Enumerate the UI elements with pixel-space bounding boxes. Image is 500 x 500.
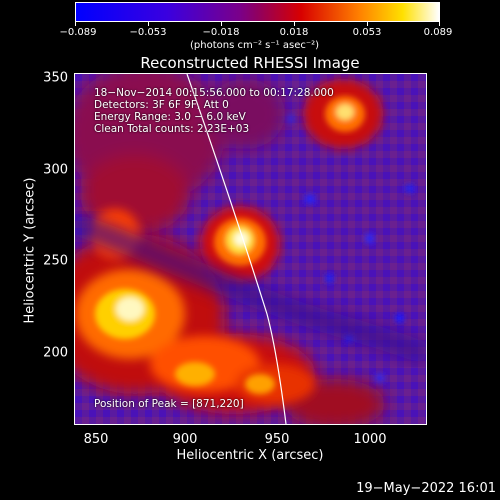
colorbar-label: −0.089 <box>59 27 97 38</box>
annotation-method-counts: Clean Total counts: 2.23E+03 <box>94 123 250 135</box>
x-tick-label: 950 <box>264 432 290 447</box>
x-tick-label: 900 <box>172 432 198 447</box>
colorbar-tick <box>221 21 222 26</box>
colorbar <box>75 2 440 22</box>
y-tick-label: 250 <box>43 253 68 269</box>
datestamp: 19−May−2022 16:01 <box>356 481 496 496</box>
y-tick-label: 350 <box>43 70 68 86</box>
colorbar-label: −0.018 <box>202 27 240 38</box>
y-tick-label: 200 <box>43 345 68 361</box>
colorbar-label: 0.018 <box>279 27 309 38</box>
annotation-peak-position: Position of Peak = [871,220] <box>94 398 244 410</box>
x-tick-label: 1000 <box>353 432 387 447</box>
colorbar-tick <box>148 21 149 26</box>
colorbar-tick <box>75 21 76 26</box>
annotation-detectors: Detectors: 3F 6F 9F, Att 0 <box>94 99 229 111</box>
colorbar-tick <box>439 21 440 26</box>
colorbar-label: 0.089 <box>423 27 453 38</box>
colorbar-label: 0.053 <box>352 27 382 38</box>
rhessi-image-plot: 18−Nov−2014 00:15:56.000 to 00:17:28.000… <box>74 73 427 425</box>
y-axis-label: Heliocentric Y (arcsec) <box>22 177 38 324</box>
y-tick-label: 300 <box>43 162 68 178</box>
colorbar-label: −0.053 <box>129 27 167 38</box>
plot-title: Reconstructed RHESSI Image <box>140 54 360 72</box>
annotation-energy-range: Energy Range: 3.0 − 6.0 keV <box>94 111 246 123</box>
annotation-time-range: 18−Nov−2014 00:15:56.000 to 00:17:28.000 <box>94 87 334 99</box>
colorbar-tick <box>294 21 295 26</box>
x-tick-label: 850 <box>83 432 109 447</box>
colorbar-units: (photons cm⁻² s⁻¹ asec⁻²) <box>190 40 320 51</box>
colorbar-tick <box>367 21 368 26</box>
x-axis-label: Heliocentric X (arcsec) <box>176 448 324 463</box>
